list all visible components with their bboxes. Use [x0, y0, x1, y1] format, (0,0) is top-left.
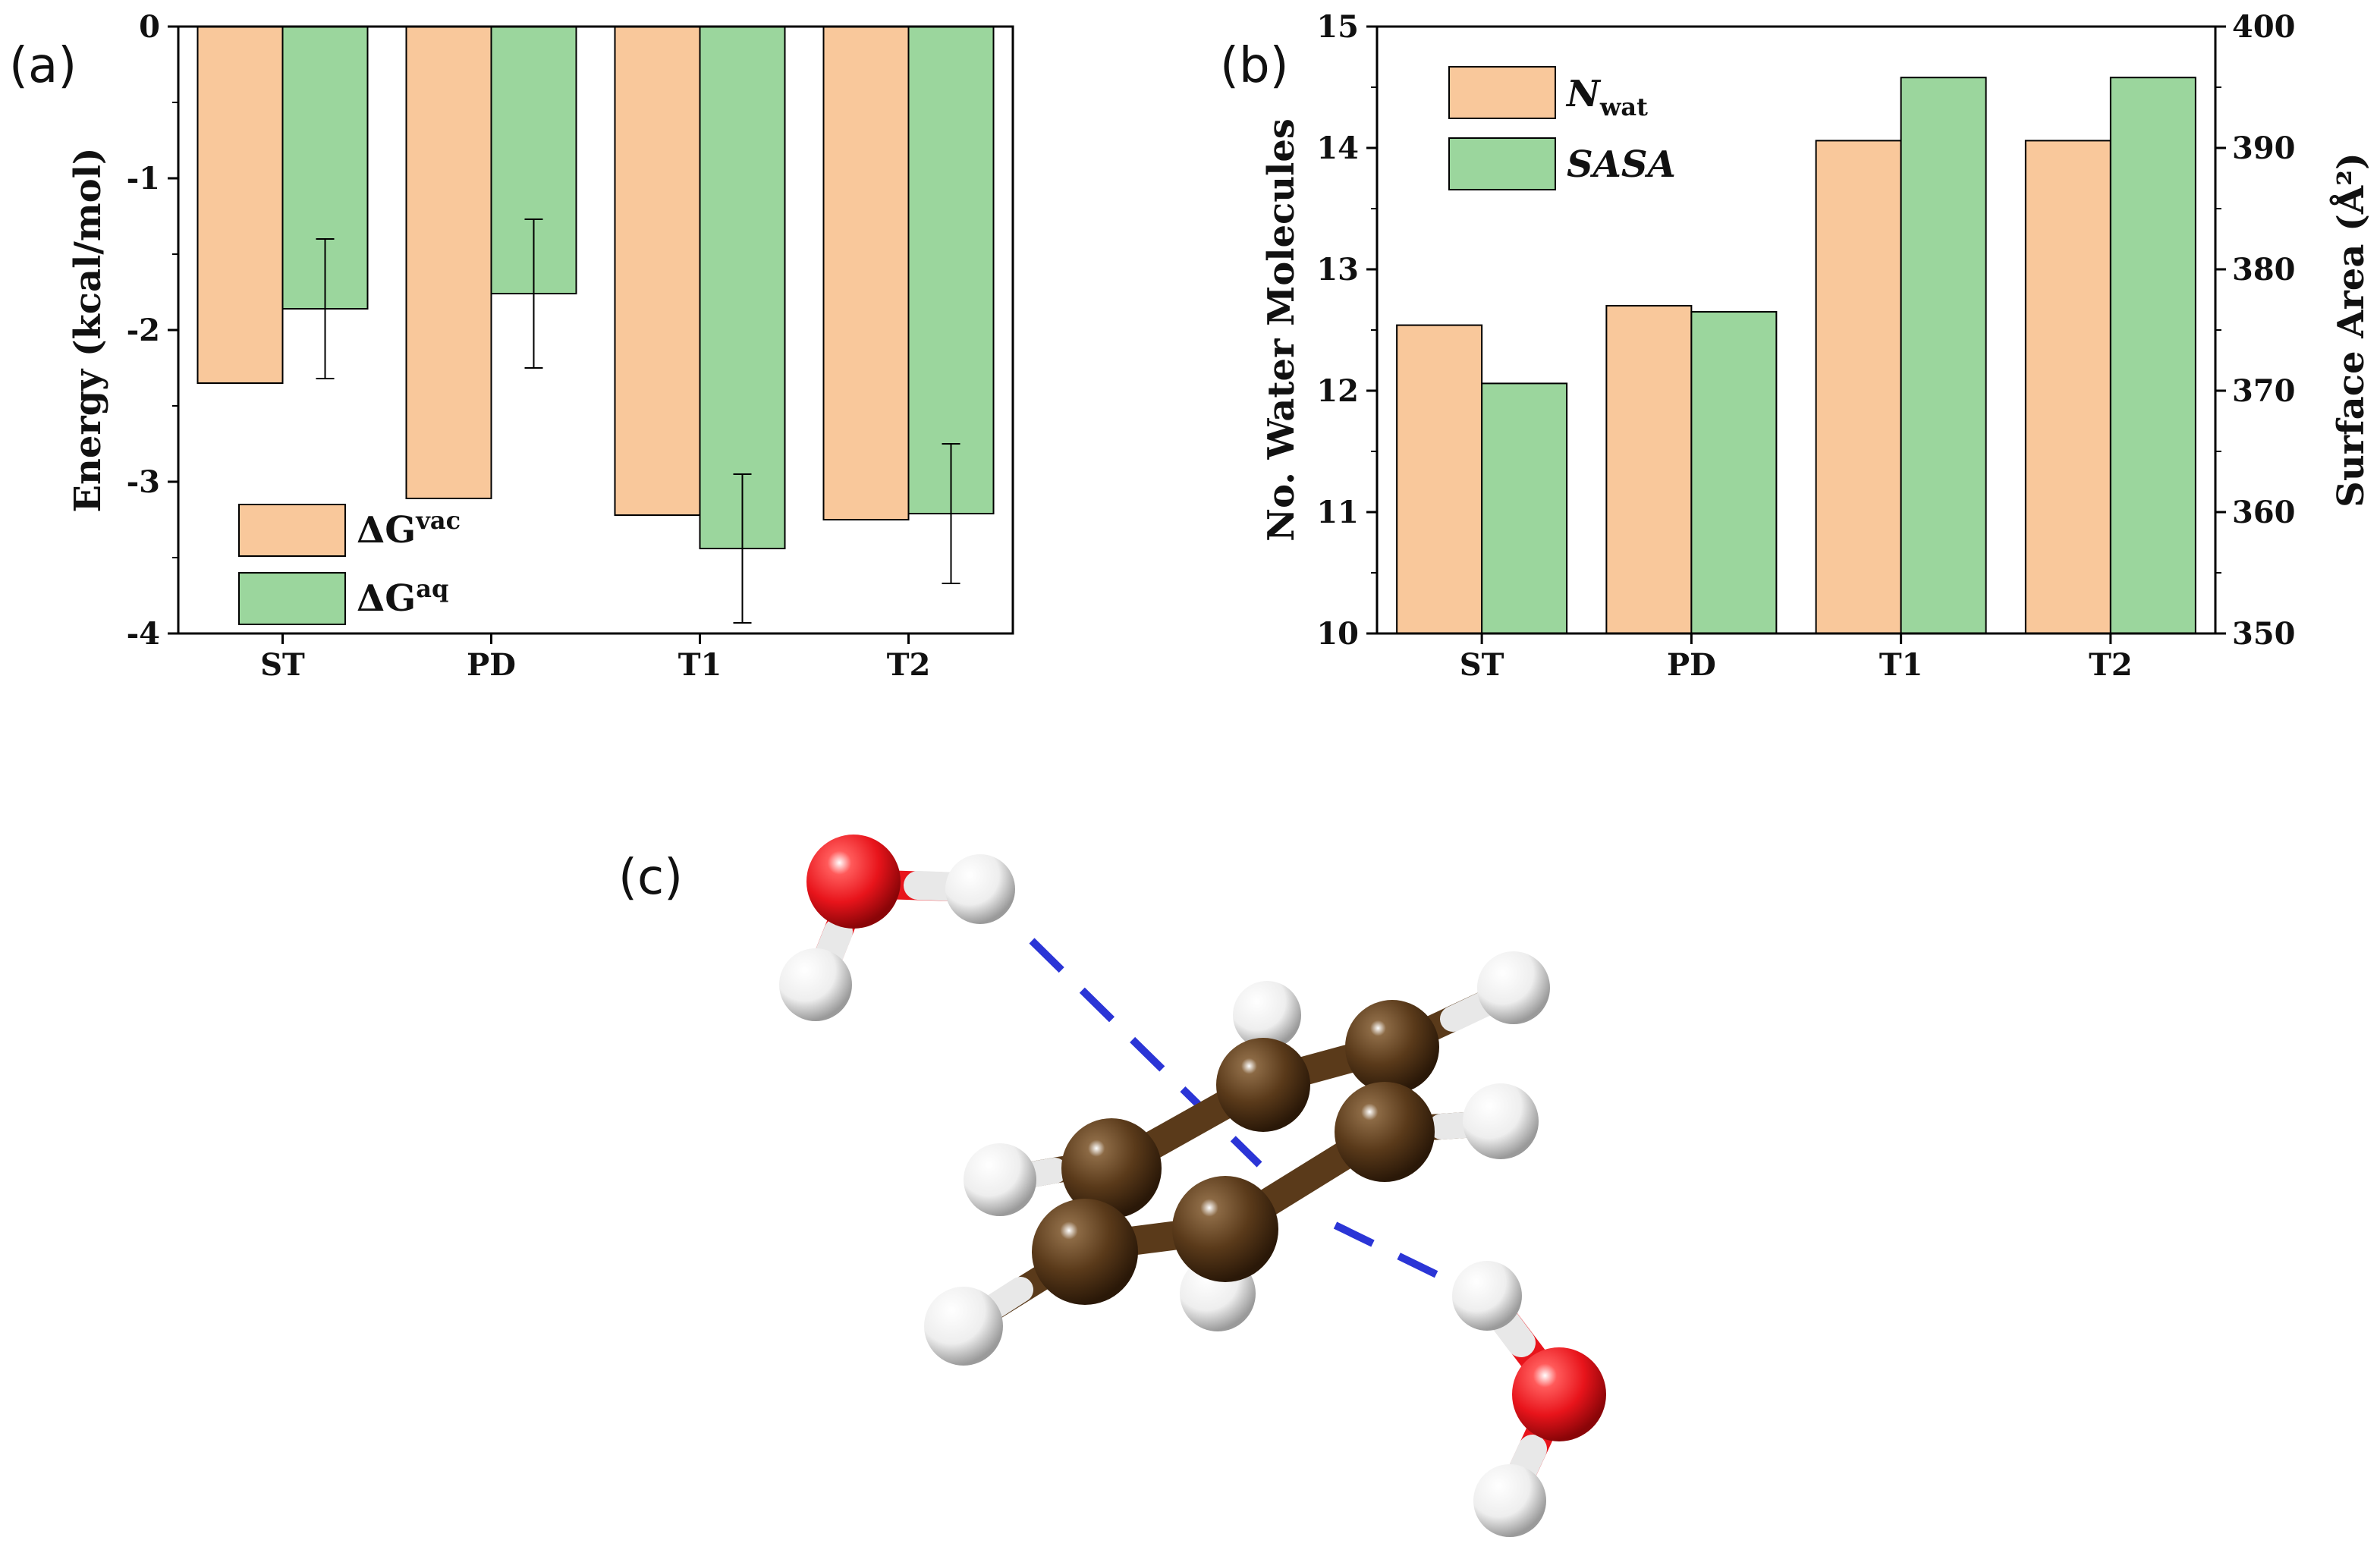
panel-label-a: (a) — [9, 38, 77, 94]
molecule-benzene-water-complex — [779, 835, 1606, 1537]
x-tick-label: T1 — [678, 647, 722, 683]
y-right-tick-label: 370 — [2232, 373, 2296, 409]
y-right-tick-label: 350 — [2232, 616, 2296, 652]
y-tick-label: 15 — [1316, 9, 1359, 45]
hydrogen-atom — [779, 948, 852, 1021]
bar-t2-nwat — [2024, 140, 2111, 634]
bar-pd-vac — [405, 26, 492, 499]
y-tick-label: -3 — [127, 464, 160, 500]
bar-pd-nwat — [1605, 305, 1693, 634]
carbon-atom — [1335, 1082, 1435, 1182]
hydrogen-atom — [945, 854, 1015, 924]
bar-t1-vac — [614, 26, 701, 516]
chart-a-legend: ΔGvac ΔGaq — [238, 504, 461, 625]
bar-t2-vac — [822, 26, 910, 520]
y-tick-label: 0 — [139, 9, 160, 45]
bar-t1-aq — [699, 26, 786, 549]
chart-a-y-ticks: 0 -1 -2 -3 -4 — [127, 9, 178, 652]
hbond-line-bottom — [1333, 1221, 1478, 1297]
bar-st-nwat — [1396, 324, 1483, 634]
carbon-atom — [1345, 1000, 1439, 1094]
chart-a-x-ticks: ST PD T1 T2 — [260, 633, 930, 683]
oxygen-atom — [806, 835, 901, 929]
chart-a-bars — [196, 26, 995, 549]
hbond-line-top — [1029, 938, 1262, 1168]
x-tick-label: ST — [1460, 647, 1504, 683]
x-tick-label: ST — [260, 647, 305, 683]
y-tick-label: -4 — [127, 616, 160, 652]
y-tick-label: 13 — [1316, 252, 1359, 288]
bar-t1-nwat — [1815, 140, 1902, 634]
hydrogen-atom — [924, 1287, 1003, 1366]
chart-b-right-y-ticks: 350 360 370 380 390 400 — [2215, 9, 2296, 652]
bar-st-vac — [196, 26, 284, 384]
hydrogen-atom — [1477, 951, 1550, 1024]
legend-swatch-aq — [238, 572, 346, 625]
x-tick-label: PD — [467, 647, 516, 683]
hydrogen-atom — [1233, 981, 1301, 1049]
y-tick-label: -1 — [127, 161, 160, 196]
bar-t2-aq — [907, 26, 995, 514]
chart-b-left-y-axis-title: No. Water Molecules — [1260, 118, 1303, 542]
bar-pd-sasa — [1690, 311, 1778, 634]
legend-swatch-sasa — [1448, 137, 1556, 190]
hydrogen-atom — [1463, 1083, 1539, 1159]
y-tick-label: -2 — [127, 313, 160, 348]
hydrogen-atom — [1452, 1261, 1522, 1331]
legend-label-vac: ΔGvac — [357, 506, 461, 552]
hydrogen-atom — [964, 1143, 1036, 1216]
panel-label-b: (b) — [1220, 38, 1289, 94]
legend-swatch-nwat — [1448, 66, 1556, 119]
x-tick-label: T2 — [2089, 647, 2133, 683]
oxygen-atom — [1512, 1347, 1606, 1441]
y-right-tick-label: 380 — [2232, 252, 2296, 288]
y-right-tick-label: 400 — [2232, 9, 2296, 45]
chart-b-x-ticks: ST PD T1 T2 — [1460, 633, 2133, 683]
y-tick-label: 11 — [1316, 495, 1359, 530]
chart-b-bars — [1396, 77, 2196, 634]
hydrogen-atom — [1473, 1464, 1546, 1537]
chart-a-error-bars — [316, 218, 960, 624]
chart-a: 0 -1 -2 -3 -4 ST PD T1 T2 Energy (kcal/mol) ΔGv… — [67, 9, 1014, 683]
carbon-atom — [1172, 1176, 1278, 1282]
y-right-tick-label: 360 — [2232, 495, 2296, 530]
bar-t2-sasa — [2109, 77, 2196, 634]
x-tick-label: T1 — [1879, 647, 1923, 683]
bar-t1-sasa — [1900, 77, 1987, 634]
y-tick-label: 10 — [1316, 616, 1359, 652]
chart-b-right-y-axis-title: Surface Area (Å²) — [2329, 152, 2372, 508]
chart-b-left-y-ticks: 10 11 12 13 14 15 — [1316, 9, 1377, 652]
legend-swatch-vac — [238, 504, 346, 557]
legend-label-sasa: SASA — [1567, 143, 1676, 186]
carbon-atom — [1216, 1038, 1310, 1132]
panel-label-c: (c) — [618, 850, 683, 906]
x-tick-label: PD — [1667, 647, 1716, 683]
chart-a-y-axis-title: Energy (kcal/mol) — [67, 147, 109, 512]
bar-st-sasa — [1481, 382, 1568, 634]
y-tick-label: 12 — [1316, 373, 1359, 409]
carbon-atom — [1061, 1118, 1162, 1218]
chart-b-legend: Nwat SASA — [1448, 66, 1676, 190]
legend-label-aq: ΔGaq — [357, 574, 448, 620]
y-tick-label: 14 — [1316, 130, 1359, 166]
chart-b: 10 11 12 13 14 15 350 360 370 380 390 400 ST PD T1 T2… — [1260, 9, 2372, 683]
x-tick-label: T2 — [887, 647, 931, 683]
carbon-atom — [1032, 1199, 1138, 1305]
y-right-tick-label: 390 — [2232, 130, 2296, 166]
legend-label-nwat: Nwat — [1565, 73, 1648, 121]
